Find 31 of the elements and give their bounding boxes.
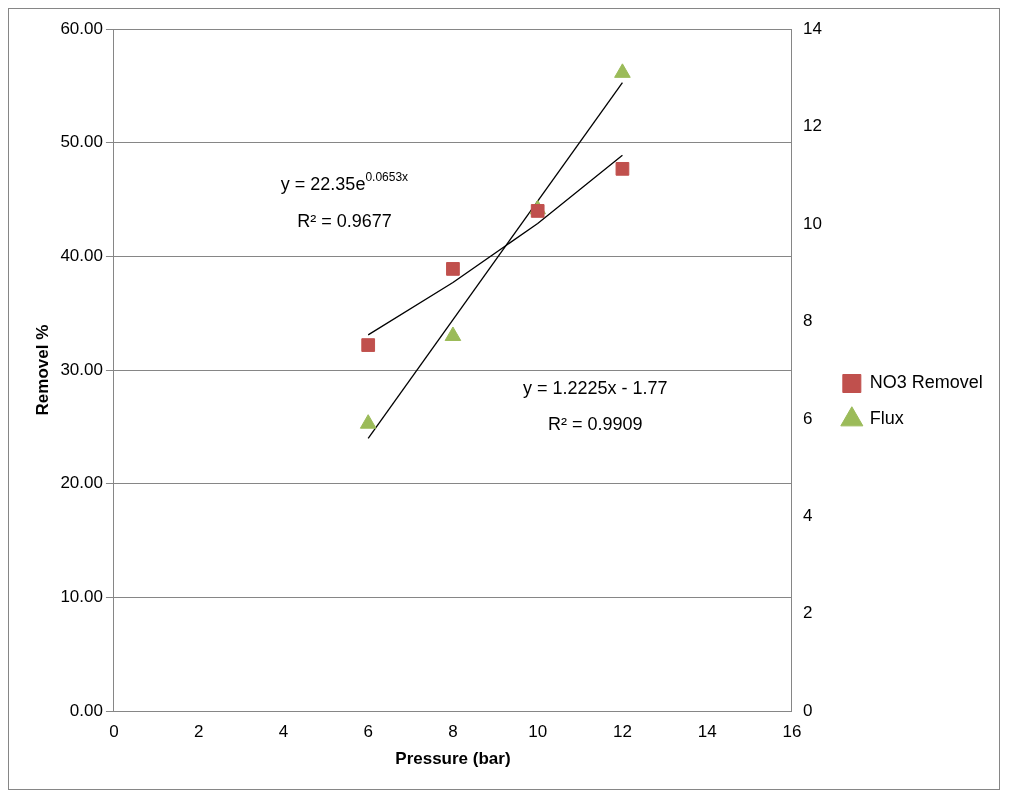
x-tick-label: 10 — [528, 722, 548, 742]
y-tick-label: 40.00 — [60, 246, 103, 266]
annotation: R² = 0.9677 — [297, 211, 392, 232]
x-tick-label: 6 — [363, 722, 373, 742]
y2-tick-label: 0 — [802, 700, 813, 720]
y-tick-label: 10.00 — [60, 587, 103, 607]
y2-tick-label: 2 — [802, 603, 813, 623]
x-axis-title: Pressure (bar) — [395, 749, 511, 769]
legend-label: NO3 Removel — [869, 372, 983, 393]
y2-tick-label: 8 — [802, 311, 813, 331]
y-tick-label: 20.00 — [60, 473, 103, 493]
y2-tick-label: 6 — [802, 408, 813, 428]
y2-tick-label: 12 — [802, 116, 822, 136]
y-tick-label: 50.00 — [60, 132, 103, 152]
annotation: R² = 0.9909 — [548, 414, 643, 435]
y-tick-label: 60.00 — [60, 18, 103, 38]
x-tick-label: 2 — [193, 722, 204, 742]
y2-tick-label: 14 — [802, 18, 822, 38]
x-tick-label: 14 — [697, 722, 717, 742]
annotation: y = 1.2225x - 1.77 — [523, 378, 668, 399]
x-tick-label: 0 — [109, 722, 119, 742]
y2-tick-label: 4 — [802, 505, 813, 525]
y-axis-title: Removel % — [32, 324, 52, 416]
y-tick-label: 30.00 — [60, 359, 103, 379]
x-tick-label: 16 — [782, 722, 802, 742]
x-tick-label: 8 — [448, 722, 458, 742]
x-tick-label: 12 — [612, 722, 632, 742]
y2-tick-label: 10 — [802, 213, 822, 233]
x-tick-label: 4 — [278, 722, 289, 742]
y-tick-label: 0.00 — [69, 700, 103, 720]
legend-label: Flux — [869, 408, 904, 429]
